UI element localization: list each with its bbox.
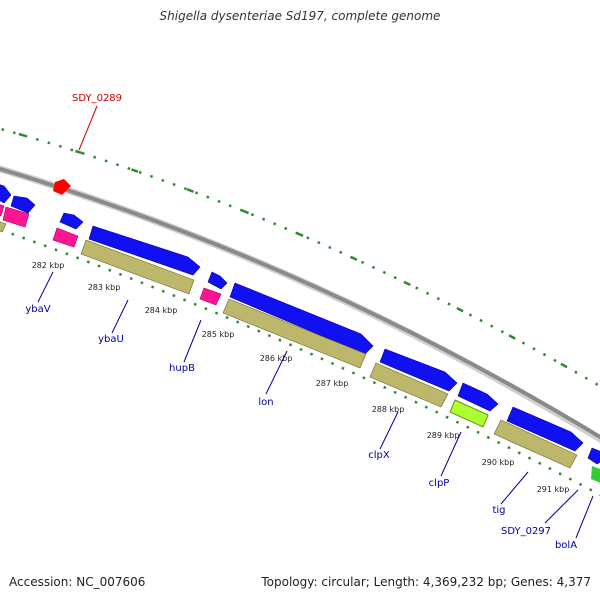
forward-cds-1[interactable] [59,212,84,230]
gene-label-leader [111,299,129,334]
selected-gene-label[interactable]: SDY_0289 [72,93,122,104]
gene-label-leader [575,495,594,539]
gene-label-leaders [37,271,594,539]
gene-label[interactable]: hupB [169,363,195,374]
pseudo-1[interactable] [2,206,30,228]
genome-summary-text: Topology: circular; Length: 4,369,232 bp… [261,575,591,589]
pseudo-left[interactable] [0,203,5,217]
tick-label: 287 kbp [316,379,349,388]
tick-label: 291 kbp [537,485,570,494]
reverse-cds-2[interactable] [222,298,367,369]
map-title: Shigella dysenteriae Sd197, complete gen… [159,9,441,23]
forward-cds-ybaU-fwd[interactable] [10,195,36,214]
tick-label: 284 kbp [145,306,178,315]
forward-cds-clpX[interactable] [379,348,458,392]
pseudogene-features [0,203,222,306]
reverse-cds-4[interactable] [493,419,578,469]
gene-label[interactable]: clpX [368,450,390,461]
reverse-strand-features [0,220,578,469]
genome-backbone [0,166,600,440]
outer-dotted-ring [0,127,600,388]
tick-label: 288 kbp [372,405,405,414]
tick-label: 285 kbp [202,330,235,339]
tick-label: 286 kbp [260,354,293,363]
highlighted-feature-clpP[interactable] [449,399,489,428]
forward-strand-features [0,183,600,465]
gene-label[interactable]: bolA [555,540,577,551]
forward-cds-end[interactable] [587,447,600,465]
selected-feature-marker[interactable] [53,179,71,195]
forward-cds-ybaV[interactable] [0,183,12,204]
gene-label[interactable]: tig [492,505,505,516]
forward-cds-lon[interactable] [229,282,374,355]
gene-label[interactable]: SDY_0297 [501,526,551,537]
gene-labels: ybaV ybaU hupB lon clpX clpP tig SDY_0297 bolA [25,304,577,551]
gene-label-leader [500,471,529,505]
forward-cds-tig[interactable] [506,406,584,452]
gene-label-leader [183,319,202,363]
inner-dotted-ring [0,228,600,497]
reverse-cds-1[interactable] [80,239,195,295]
selected-label-leader [78,105,98,151]
gene-label-leader [544,489,579,524]
forward-cds-2[interactable] [88,225,201,276]
reverse-cds-3[interactable] [369,362,449,408]
backbone-shadow [0,165,600,443]
outer-tick-dashes [0,127,600,388]
rna-feature[interactable] [591,466,600,484]
forward-cds-3[interactable] [207,271,228,290]
gene-label[interactable]: clpP [429,478,450,489]
tick-label: 282 kbp [32,261,65,270]
pseudo-3[interactable] [199,287,222,306]
tick-labels: 282 kbp 283 kbp 284 kbp 285 kbp 286 kbp 287 k… [32,261,570,494]
gene-label-leader [379,411,399,450]
tick-label: 283 kbp [88,283,121,292]
gene-label-leader [440,431,462,477]
pseudo-2[interactable] [52,227,79,248]
tick-label: 290 kbp [482,458,515,467]
gene-label-leader [37,271,54,303]
gene-label[interactable]: ybaV [25,304,50,315]
gene-label[interactable]: ybaU [98,334,124,345]
forward-cds-clpP[interactable] [457,382,499,412]
gene-label[interactable]: lon [258,397,273,408]
gene-label-leader [265,350,288,395]
accession-text: Accession: NC_007606 [9,575,146,589]
reverse-cds-left[interactable] [0,220,7,233]
tick-label: 289 kbp [427,431,460,440]
